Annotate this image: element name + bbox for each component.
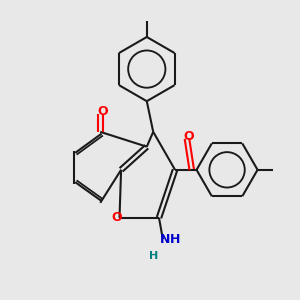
Text: O: O [184, 130, 194, 143]
Text: H: H [148, 251, 158, 261]
Text: O: O [111, 211, 122, 224]
Text: N: N [160, 233, 170, 246]
Text: H: H [170, 233, 180, 246]
Text: O: O [97, 105, 108, 118]
